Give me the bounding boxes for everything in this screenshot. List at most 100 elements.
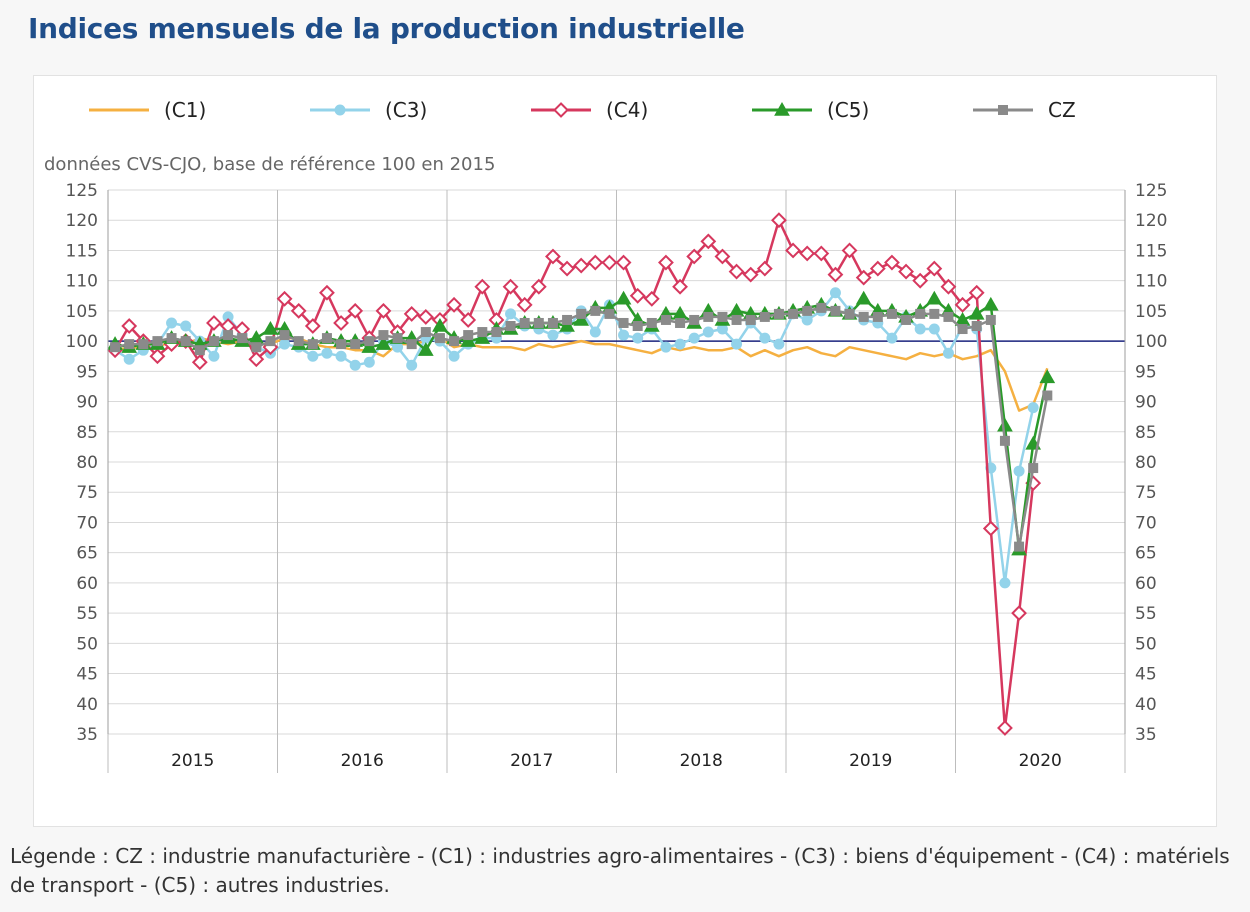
legend-item: (C3) [310, 98, 427, 122]
data-point [223, 330, 234, 341]
data-point [463, 330, 474, 341]
data-point [573, 257, 590, 274]
y-tick-label-right: 90 [1135, 393, 1157, 413]
data-point [997, 417, 1013, 432]
data-point [660, 341, 672, 353]
data-point [717, 311, 728, 322]
data-point [477, 327, 488, 338]
y-tick-label-left: 55 [76, 604, 98, 624]
data-point [982, 296, 999, 311]
y-tick-label-left: 115 [66, 241, 98, 261]
x-tick-label-year: 2017 [510, 751, 553, 771]
data-point [166, 333, 177, 344]
data-point [293, 336, 304, 347]
data-point [333, 315, 349, 331]
data-point [191, 354, 208, 371]
data-point [957, 324, 968, 335]
data-point [321, 333, 332, 344]
data-point [801, 314, 813, 326]
data-point [121, 318, 138, 334]
y-tick-label-left: 95 [76, 362, 98, 382]
y-tick-label-right: 75 [1135, 483, 1157, 503]
y-tick-label-right: 45 [1135, 665, 1157, 685]
data-point [519, 317, 530, 328]
y-tick-label-right: 120 [1135, 211, 1167, 231]
data-point [700, 233, 717, 250]
series-c3 [109, 287, 1039, 589]
data-point [982, 520, 999, 537]
data-point [703, 311, 714, 322]
data-point [929, 308, 940, 319]
data-point [417, 309, 434, 325]
y-tick-label-right: 70 [1135, 513, 1157, 533]
y-tick-label-right: 100 [1135, 332, 1167, 352]
data-point [505, 308, 517, 320]
y-tick-label-right: 35 [1135, 725, 1157, 745]
data-point [968, 284, 985, 301]
data-point [304, 318, 321, 334]
data-point [406, 339, 417, 350]
grid [107, 189, 1126, 773]
y-tick-label-right: 55 [1135, 604, 1157, 624]
data-point [166, 317, 178, 329]
legend-item: (C5) [752, 98, 869, 122]
y-tick-label-left: 65 [76, 544, 98, 564]
data-point [262, 321, 279, 335]
legend-note: Légende : CZ : industrie manufacturière … [10, 844, 1230, 897]
line-chart: 35 35 40 40 45 45 50 50 55 55 60 60 65 65 70 70 75 75 80 80… [44, 98, 1167, 773]
x-tick-label-year: 2019 [849, 751, 892, 771]
data-point [1011, 605, 1027, 622]
data-point [545, 248, 561, 265]
data-point [968, 305, 985, 320]
data-point [999, 435, 1010, 446]
data-point [307, 350, 319, 362]
data-point [350, 339, 361, 350]
y-tick-label-left: 100 [66, 332, 98, 352]
data-point [999, 577, 1011, 589]
data-point [714, 248, 731, 265]
data-point [689, 314, 700, 325]
data-point [417, 342, 434, 356]
series-c5 [107, 290, 1056, 556]
data-point [363, 356, 375, 368]
data-point [587, 254, 604, 271]
data-point [646, 317, 657, 328]
data-point [361, 339, 378, 353]
legend-swatch-marker [553, 102, 569, 118]
y-tick-label-right: 95 [1135, 362, 1157, 382]
x-tick-label-year: 2015 [171, 751, 214, 771]
data-point [547, 329, 559, 341]
chart-panel: 35 35 40 40 45 45 50 50 55 55 60 60 65 65 70 70 75 75 80 80… [33, 75, 1217, 827]
data-point [576, 308, 587, 319]
data-point [686, 248, 703, 265]
data-point [533, 317, 544, 328]
data-point [672, 278, 688, 295]
y-tick-label-left: 50 [76, 634, 98, 654]
data-point [206, 315, 222, 331]
data-point [915, 308, 926, 319]
legend-swatch-marker [998, 105, 1008, 115]
y-tick-label-left: 75 [76, 483, 98, 503]
data-point [898, 263, 914, 280]
y-tick-label-right: 115 [1135, 241, 1167, 261]
legend-label: CZ [1048, 98, 1076, 122]
data-point [802, 305, 813, 316]
data-point [728, 263, 745, 280]
data-point [759, 311, 770, 322]
data-point [629, 287, 646, 304]
data-point [926, 260, 943, 277]
data-point [279, 330, 290, 341]
data-point [375, 302, 392, 319]
data-point [632, 321, 643, 331]
data-point [788, 308, 799, 319]
y-tick-label-left: 90 [76, 393, 98, 413]
data-point [434, 333, 445, 344]
legend-item: CZ [973, 98, 1076, 122]
data-point [1039, 369, 1056, 384]
data-point [446, 296, 462, 313]
data-point [756, 260, 773, 277]
data-point [601, 254, 618, 271]
data-point [997, 720, 1013, 736]
data-point [731, 338, 743, 350]
y-tick-label-right: 60 [1135, 574, 1157, 594]
